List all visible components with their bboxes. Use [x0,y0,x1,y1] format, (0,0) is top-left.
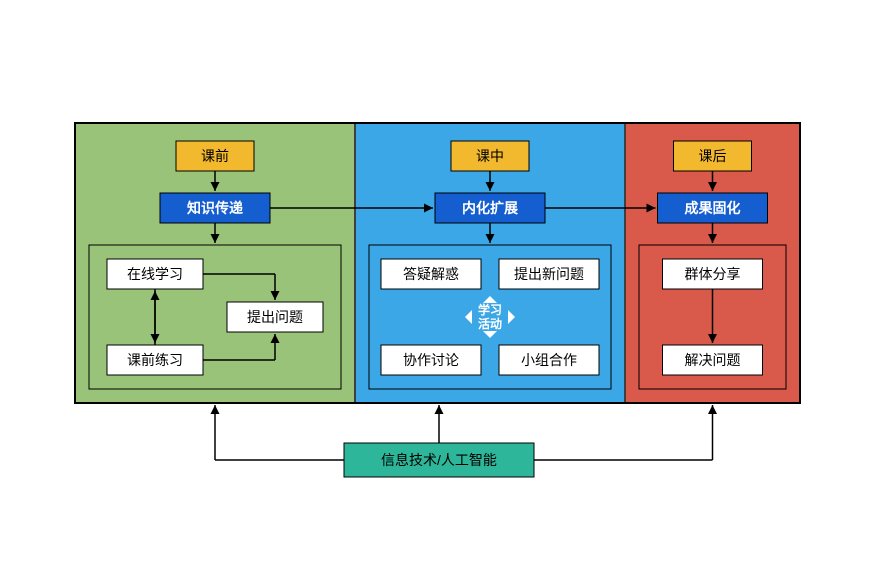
item-label-post-1: 解决问题 [685,352,741,368]
bottom-label: 信息技术/人工智能 [381,452,497,468]
item-label-mid-2: 协作讨论 [403,352,459,368]
item-label-mid-0: 答疑解惑 [403,266,459,282]
phase-label-pre: 课前 [201,148,229,164]
item-label-mid-1: 提出新问题 [514,266,584,282]
item-label-mid-3: 小组合作 [521,352,577,368]
core-label-pre: 知识传递 [187,200,243,216]
item-label-pre-2: 课前练习 [127,352,183,368]
phase-label-mid: 课中 [476,148,504,164]
item-label-post-0: 群体分享 [685,266,741,282]
core-label-mid: 内化扩展 [462,200,518,216]
item-label-pre-0: 在线学习 [127,266,183,282]
item-label-pre-1: 提出问题 [247,309,303,325]
core-label-post: 成果固化 [685,200,741,216]
center-label-bottom: 活动 [478,316,502,331]
center-label-top: 学习 [478,302,502,317]
phase-label-post: 课后 [699,148,727,164]
